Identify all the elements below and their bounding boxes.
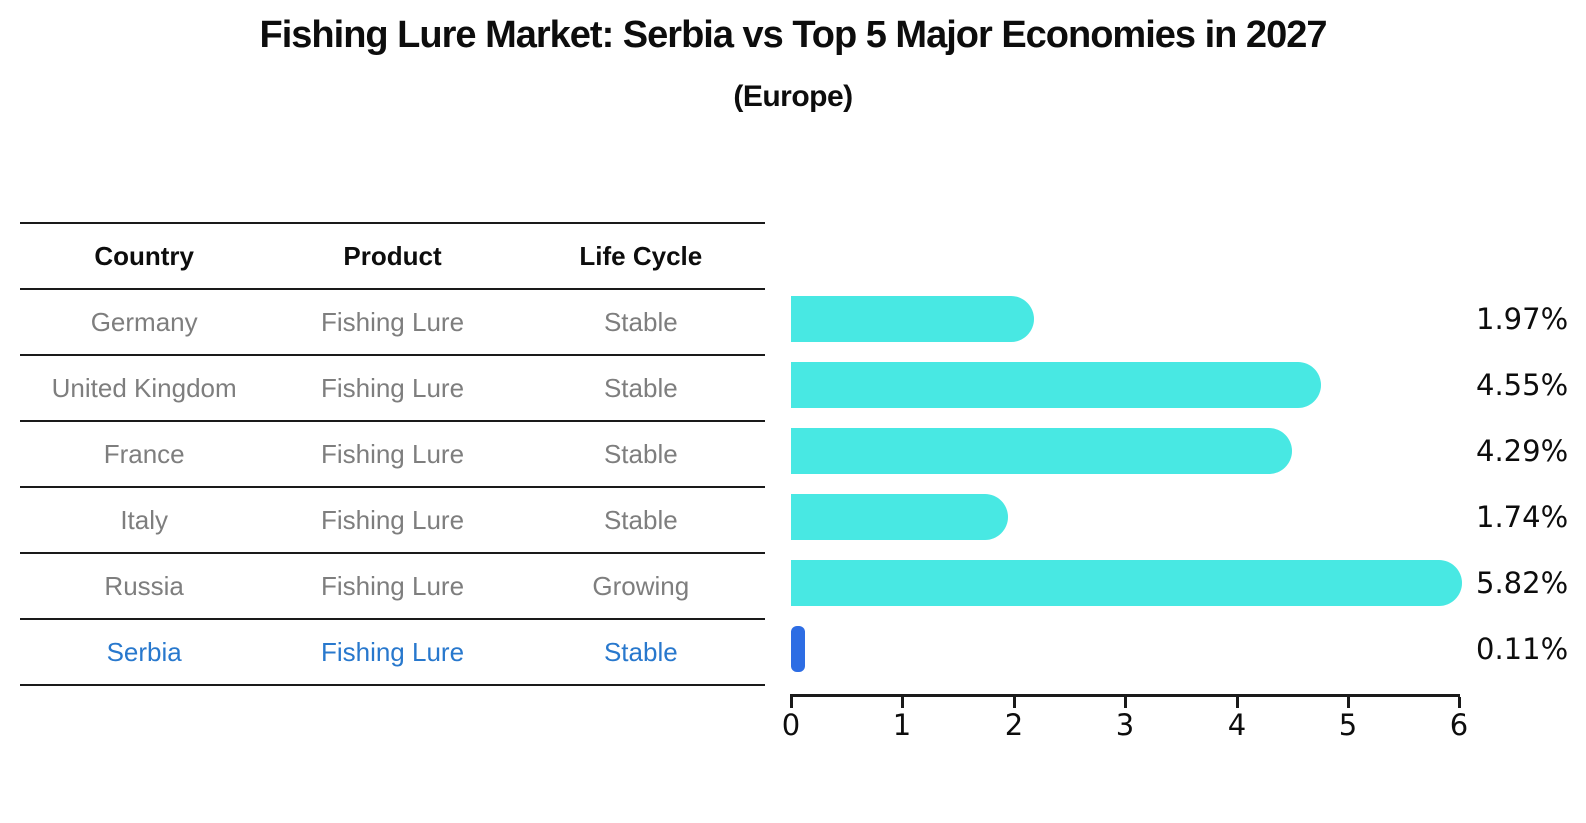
x-tick-mark <box>1347 697 1350 708</box>
x-tick-label: 4 <box>1227 708 1247 742</box>
cell-product: Fishing Lure <box>320 504 465 535</box>
cell-product: Fishing Lure <box>320 570 465 601</box>
value-label-germany: 1.97% <box>1476 302 1569 336</box>
cell-country: France <box>103 438 185 469</box>
value-label-russia: 5.82% <box>1476 566 1569 600</box>
table-row-united-kingdom: United Kingdom Fishing Lure Stable <box>20 354 765 420</box>
bar-serbia <box>791 626 806 672</box>
cell-country: United Kingdom <box>51 372 237 403</box>
value-label-serbia: 0.11% <box>1476 632 1569 666</box>
x-tick-label: 2 <box>1004 708 1024 742</box>
cell-country: Russia <box>104 570 184 601</box>
cell-product: Fishing Lure <box>320 438 465 469</box>
table-row-russia: Russia Fishing Lure Growing <box>20 552 765 618</box>
cell-country: Italy <box>120 504 168 535</box>
table-row-germany: Germany Fishing Lure Stable <box>20 288 765 354</box>
table-row-serbia: Serbia Fishing Lure Stable <box>20 618 765 684</box>
value-label-united-kingdom: 4.55% <box>1476 368 1569 402</box>
x-tick-mark <box>1124 697 1127 708</box>
bar-united-kingdom <box>791 362 1321 408</box>
column-header-life-cycle: Life Cycle <box>579 240 703 271</box>
summary-table: Country Product Life Cycle Germany Fishi… <box>20 222 765 686</box>
bar-italy <box>791 494 1009 540</box>
table-row-italy: Italy Fishing Lure Stable <box>20 486 765 552</box>
x-tick-label: 3 <box>1115 708 1135 742</box>
x-tick-mark <box>790 697 793 708</box>
x-tick-label: 1 <box>892 708 912 742</box>
bar-germany <box>791 296 1034 342</box>
column-header-country: Country <box>94 240 194 271</box>
value-label-italy: 1.74% <box>1476 500 1569 534</box>
x-tick-mark <box>1013 697 1016 708</box>
cell-product: Fishing Lure <box>320 636 465 667</box>
chart-title: Fishing Lure Market: Serbia vs Top 5 Maj… <box>259 14 1328 56</box>
cell-life-cycle: Growing <box>592 570 690 601</box>
cell-country: Germany <box>90 306 198 337</box>
cell-product: Fishing Lure <box>320 306 465 337</box>
table-header-row: Country Product Life Cycle <box>20 222 765 288</box>
x-tick-label: 6 <box>1449 708 1469 742</box>
x-tick-label: 5 <box>1338 708 1358 742</box>
bar-france <box>791 428 1292 474</box>
cell-product: Fishing Lure <box>320 372 465 403</box>
column-header-product: Product <box>343 240 442 271</box>
bar-russia <box>791 560 1462 606</box>
x-tick-label: 0 <box>781 708 801 742</box>
x-tick-mark <box>1458 697 1461 708</box>
cell-life-cycle: Stable <box>603 504 678 535</box>
cell-life-cycle: Stable <box>603 438 678 469</box>
table-row-france: France Fishing Lure Stable <box>20 420 765 486</box>
cell-country: Serbia <box>106 636 182 667</box>
x-tick-mark <box>901 697 904 708</box>
cell-life-cycle: Stable <box>603 372 678 403</box>
x-axis-line <box>790 694 1460 697</box>
cell-life-cycle: Stable <box>603 636 678 667</box>
value-label-france: 4.29% <box>1476 434 1569 468</box>
cell-life-cycle: Stable <box>603 306 678 337</box>
x-tick-mark <box>1236 697 1239 708</box>
chart-subtitle: (Europe) <box>733 80 853 113</box>
